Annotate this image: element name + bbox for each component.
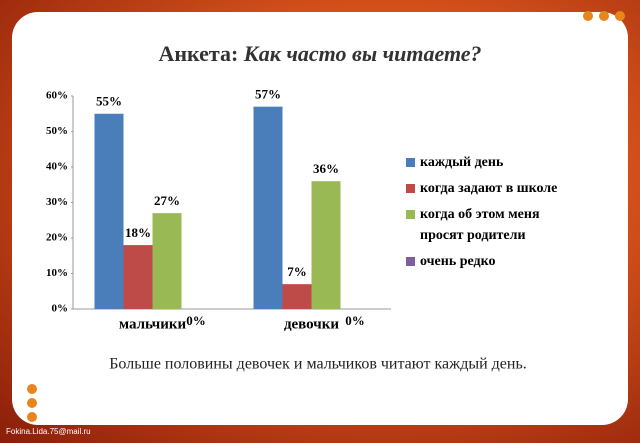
value-label: 0%	[186, 313, 206, 328]
bar	[282, 284, 312, 309]
legend-item: когда задают в школе	[406, 178, 576, 199]
y-tick-label: 20%	[46, 232, 68, 244]
bar	[94, 113, 124, 309]
y-tick-label: 40%	[46, 161, 68, 173]
y-tick-label: 60%	[46, 90, 68, 102]
legend: каждый день когда задают в школе когда об …	[406, 152, 576, 277]
value-label: 36%	[313, 161, 339, 176]
value-label: 0%	[345, 313, 365, 328]
legend-swatch	[406, 210, 415, 219]
legend-label: когда об этом меня просят родители	[420, 207, 540, 243]
legend-label: каждый день	[420, 155, 504, 170]
bar	[253, 106, 283, 310]
bar	[123, 245, 153, 309]
x-tick-label: мальчики	[119, 316, 187, 332]
chart-title: Как часто вы читаете?	[243, 41, 482, 66]
value-label: 57%	[255, 87, 281, 102]
legend-item: каждый день	[406, 152, 576, 173]
value-label: 55%	[96, 94, 122, 109]
y-tick-label: 10%	[46, 267, 68, 279]
value-label: 18%	[125, 225, 151, 240]
value-label: 7%	[287, 264, 307, 279]
legend-label: когда задают в школе	[420, 181, 558, 196]
footer: Fokina.Lida.75@mail.ru	[6, 427, 91, 436]
y-tick-label: 50%	[46, 125, 68, 137]
decor	[27, 11, 625, 422]
legend-label: очень редко	[420, 254, 496, 269]
y-tick-label: 0%	[52, 303, 69, 315]
legend-item: когда об этом меня просят родители	[406, 204, 576, 246]
legend-swatch	[406, 158, 415, 167]
slide-title: Анкета: Как часто вы читаете?	[158, 41, 481, 66]
value-label: 27%	[154, 193, 180, 208]
caption: Больше половины девочек и мальчиков чита…	[109, 356, 527, 373]
title-prefix: Анкета:	[158, 41, 238, 66]
bar	[311, 181, 341, 309]
y-tick-label: 30%	[46, 196, 68, 208]
legend-swatch	[406, 184, 415, 193]
legend-item: очень редко	[406, 251, 576, 272]
x-tick-label: девочки	[284, 316, 339, 332]
bar	[152, 213, 182, 309]
legend-swatch	[406, 257, 415, 266]
